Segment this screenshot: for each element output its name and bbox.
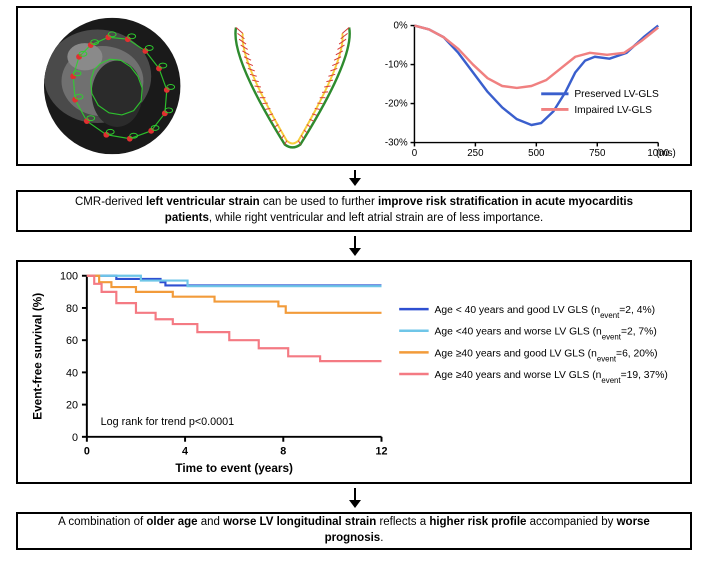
svg-text:-20%: -20% bbox=[385, 98, 408, 109]
svg-text:Age ≥40 years and good LV GLS: Age ≥40 years and good LV GLS (nevent=6,… bbox=[435, 348, 658, 363]
svg-text:4: 4 bbox=[182, 446, 188, 458]
arrow-2 bbox=[345, 236, 365, 256]
svg-text:20: 20 bbox=[66, 400, 78, 412]
svg-text:-10%: -10% bbox=[385, 59, 408, 70]
svg-text:0: 0 bbox=[412, 148, 418, 159]
summary-text-1: CMR-derived left ventricular strain can … bbox=[16, 190, 692, 232]
svg-text:-30%: -30% bbox=[385, 137, 408, 148]
svg-text:Age ≥40 years and worse LV GLS: Age ≥40 years and worse LV GLS (nevent=1… bbox=[435, 370, 668, 385]
svg-text:(ms): (ms) bbox=[656, 148, 676, 159]
km-chart: 0 20 40 60 80 100 0 4 8 12 Time to event (years) Ev… bbox=[18, 262, 690, 482]
svg-text:8: 8 bbox=[280, 446, 286, 458]
svg-text:Time to event (years): Time to event (years) bbox=[175, 462, 293, 475]
km-panel: 0 20 40 60 80 100 0 4 8 12 Time to event (years) Ev… bbox=[16, 260, 692, 484]
svg-text:12: 12 bbox=[375, 446, 387, 458]
svg-text:100: 100 bbox=[60, 271, 78, 283]
svg-text:40: 40 bbox=[66, 367, 78, 379]
svg-text:500: 500 bbox=[528, 148, 545, 159]
arrow-1 bbox=[345, 170, 365, 186]
svg-text:0: 0 bbox=[84, 446, 90, 458]
svg-text:Log rank for trend p<0.0001: Log rank for trend p<0.0001 bbox=[101, 416, 235, 428]
svg-text:0%: 0% bbox=[394, 20, 408, 31]
arrow-3 bbox=[345, 488, 365, 508]
top-panel-svg: 0%-10%-20%-30%02505007501000(ms)Preserve… bbox=[18, 8, 690, 164]
svg-text:80: 80 bbox=[66, 303, 78, 315]
svg-text:Event-free survival (%): Event-free survival (%) bbox=[32, 293, 45, 420]
svg-text:250: 250 bbox=[467, 148, 484, 159]
summary-text-2: A combination of older age and worse LV … bbox=[16, 512, 692, 550]
svg-text:Preserved LV-GLS: Preserved LV-GLS bbox=[574, 89, 659, 100]
svg-text:Impaired LV-GLS: Impaired LV-GLS bbox=[574, 105, 652, 116]
svg-text:750: 750 bbox=[589, 148, 606, 159]
svg-text:0: 0 bbox=[72, 432, 78, 444]
summary-text-2-content: A combination of older age and worse LV … bbox=[32, 515, 676, 546]
svg-text:Age <40 years and worse LV GLS: Age <40 years and worse LV GLS (nevent=2… bbox=[435, 327, 657, 341]
top-panel: 0%-10%-20%-30%02505007501000(ms)Preserve… bbox=[16, 6, 692, 166]
summary-text-1-content: CMR-derived left ventricular strain can … bbox=[75, 195, 633, 226]
svg-text:Age < 40 years and good LV GLS: Age < 40 years and good LV GLS (nevent=2… bbox=[435, 305, 656, 320]
svg-text:60: 60 bbox=[66, 335, 78, 347]
